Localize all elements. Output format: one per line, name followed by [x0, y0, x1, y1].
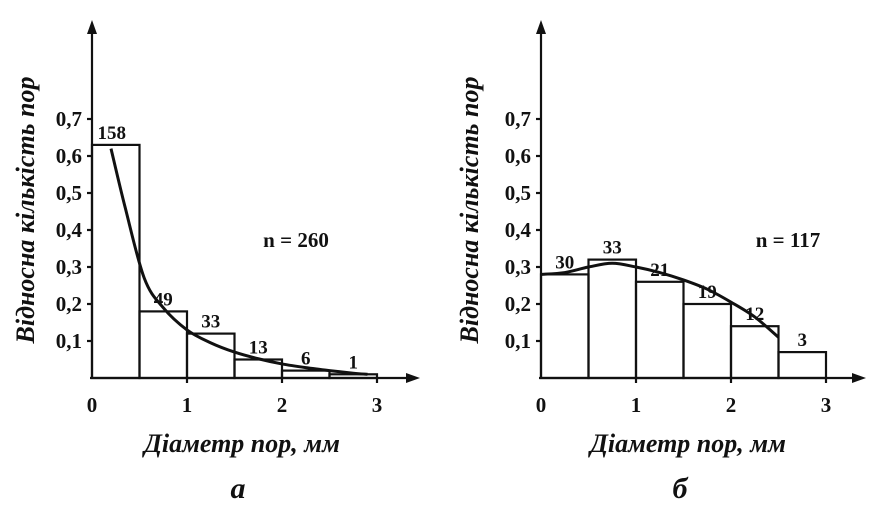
panel-b-ytick-label: 0,6 — [505, 144, 531, 168]
panel-b-fit-curve — [540, 261, 780, 339]
panel-b-y-arrow — [536, 20, 546, 34]
panel-a-count-label: 13 — [249, 338, 268, 359]
panel-b-bar — [682, 302, 733, 380]
panel-b-annotation: n = 117 — [756, 228, 821, 252]
panel-a-bar — [280, 369, 331, 380]
panel-a-bar — [185, 332, 236, 380]
panel-b-ytick-label: 0,2 — [505, 292, 531, 316]
panel-a-chart: Відносна кількість пор Діаметр пор, мм n… — [11, 20, 420, 505]
panel-b-bar — [539, 273, 590, 380]
panel-b-label: б — [673, 472, 689, 505]
panel-b-xtick-label: 3 — [821, 393, 832, 417]
panel-a-xlabel: Діаметр пор, мм — [142, 429, 340, 458]
panel-a-ytick-label: 0,2 — [56, 292, 82, 316]
panel-b-xlabel: Діаметр пор, мм — [588, 429, 786, 458]
panel-a-xtick-label: 1 — [182, 393, 193, 417]
panel-b-xtick-label: 2 — [726, 393, 737, 417]
panel-b-bar — [777, 351, 828, 380]
panel-a-count-label: 158 — [98, 123, 127, 144]
panel-b-count-label: 30 — [555, 252, 574, 273]
panel-a-ytick-label: 0,5 — [56, 181, 82, 205]
panel-a-bar — [90, 143, 141, 380]
panel-a-ytick-label: 0,7 — [56, 107, 82, 131]
panel-a-fit-curve — [109, 148, 368, 376]
panel-b-bar — [587, 258, 638, 380]
panel-a-bar — [138, 310, 189, 380]
panel-a-xtick-label: 3 — [372, 393, 383, 417]
panel-b-x-arrow — [852, 373, 866, 383]
panel-b-ylabel: Відносна кількість пор — [455, 76, 484, 344]
panel-a-bar — [328, 373, 379, 380]
panel-b-count-label: 3 — [798, 330, 808, 351]
panel-b-ytick-label: 0,3 — [505, 255, 531, 279]
panel-a-count-label: 33 — [201, 312, 220, 333]
panel-a-xtick-label: 0 — [87, 393, 98, 417]
panel-b-count-label: 21 — [650, 260, 669, 281]
panel-a-ytick-label: 0,4 — [56, 218, 83, 242]
panel-b-xtick-label: 1 — [631, 393, 642, 417]
panel-b-ytick-label: 0,4 — [505, 218, 532, 242]
panel-a-count-label: 49 — [154, 289, 173, 310]
panel-a-annotation: n = 260 — [263, 228, 329, 252]
panel-a-xtick-label: 2 — [277, 393, 288, 417]
panel-b-ytick-label: 0,5 — [505, 181, 531, 205]
panel-a-label: а — [231, 472, 246, 505]
panel-b-chart: Відносна кількість пор Діаметр пор, мм n… — [455, 20, 866, 505]
panel-b-bar — [729, 325, 780, 380]
panel-b-ytick-label: 0,7 — [505, 107, 531, 131]
panel-a-ylabel: Відносна кількість пор — [11, 76, 40, 344]
panel-b-bar — [634, 280, 685, 380]
panel-a-ytick-label: 0,1 — [56, 329, 82, 353]
panel-a-count-label: 1 — [349, 352, 359, 373]
panel-a-x-arrow — [406, 373, 420, 383]
panel-a-ytick-label: 0,6 — [56, 144, 82, 168]
panel-a-ytick-label: 0,3 — [56, 255, 82, 279]
panel-b-xtick-label: 0 — [536, 393, 547, 417]
panel-a-y-arrow — [87, 20, 97, 34]
panel-b-ytick-label: 0,1 — [505, 329, 531, 353]
panel-b-count-label: 33 — [603, 238, 622, 259]
panel-a-count-label: 6 — [301, 349, 311, 370]
